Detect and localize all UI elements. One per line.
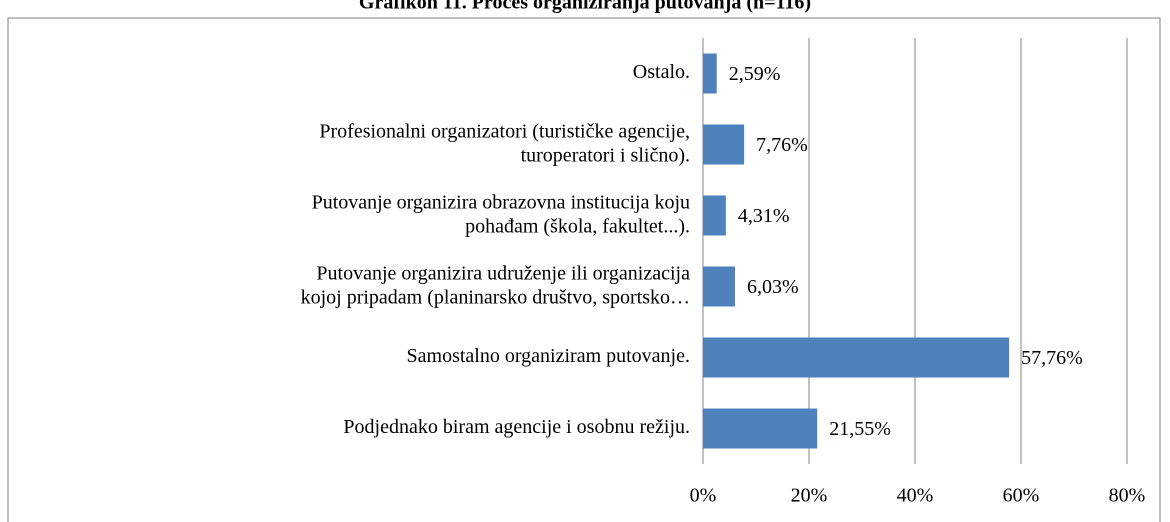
value-label: 6,03%	[747, 276, 799, 298]
bar	[703, 195, 726, 236]
bar	[703, 124, 745, 165]
x-tick-label: 20%	[791, 485, 828, 507]
bar	[703, 53, 717, 94]
chart-frame	[7, 17, 1161, 522]
x-tick-label: 80%	[1109, 485, 1146, 507]
category-label: Profesionalni organizatori (turističke a…	[319, 120, 690, 166]
bar	[703, 337, 1010, 378]
category-label: Podjednako biram agencije i osobnu režij…	[343, 416, 690, 438]
value-label: 7,76%	[756, 134, 808, 156]
category-label: Ostalo.	[633, 61, 690, 83]
chart-title: Grafikon 11. Proces organiziranja putova…	[359, 0, 811, 14]
category-label: Putovanje organizira udruženje ili organ…	[301, 262, 691, 308]
value-label: 4,31%	[738, 205, 790, 227]
x-tick-label: 40%	[897, 485, 934, 507]
value-label: 2,59%	[729, 63, 781, 85]
bar	[703, 408, 818, 449]
category-label: Samostalno organiziram putovanje.	[407, 345, 690, 367]
x-tick-label: 60%	[1003, 485, 1040, 507]
x-tick-label: 0%	[690, 485, 717, 507]
category-label: Putovanje organizira obrazovna instituci…	[312, 191, 690, 237]
value-label: 57,76%	[1021, 347, 1083, 369]
bar	[703, 266, 735, 307]
value-label: 21,55%	[829, 418, 891, 440]
